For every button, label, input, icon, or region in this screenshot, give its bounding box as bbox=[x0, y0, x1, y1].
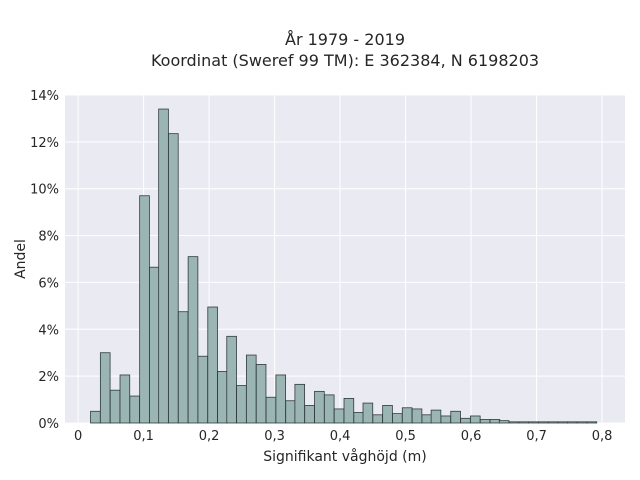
histogram-bar-15 bbox=[236, 385, 247, 424]
histogram-bar-17 bbox=[255, 364, 267, 424]
y-axis-label: Andel bbox=[13, 239, 29, 279]
y-tick-label-5: 10% bbox=[30, 183, 59, 198]
x-tick-label-6: 0,6 bbox=[461, 429, 482, 444]
histogram-bar-50 bbox=[576, 421, 588, 424]
histogram-bar-24 bbox=[323, 394, 335, 424]
y-tick-label-1: 2% bbox=[38, 370, 59, 385]
histogram-bar-45 bbox=[528, 421, 539, 424]
histogram-bar-10 bbox=[187, 256, 199, 424]
chart-title-line1: År 1979 - 2019 bbox=[285, 30, 405, 49]
histogram-bar-36 bbox=[440, 415, 452, 424]
histogram-bar-34 bbox=[421, 414, 433, 424]
y-tick-label-4: 8% bbox=[38, 230, 59, 245]
histogram-bar-4 bbox=[129, 395, 140, 424]
x-tick-label-7: 0,7 bbox=[526, 429, 547, 444]
y-tick-labels: 0% 2% 4% 6% 8% 10% 12% 14% bbox=[30, 89, 59, 432]
histogram-bar-41 bbox=[489, 419, 501, 424]
histogram-bar-46 bbox=[538, 421, 549, 424]
histogram-bar-42 bbox=[498, 420, 510, 424]
x-tick-labels: 0 0,1 0,2 0,3 0,4 0,5 0,6 0,7 0,8 bbox=[74, 429, 612, 444]
x-tick-label-5: 0,5 bbox=[395, 429, 416, 444]
histogram-bar-20 bbox=[285, 400, 296, 424]
histogram-bar-25 bbox=[333, 408, 345, 424]
histogram-bar-7 bbox=[158, 108, 169, 424]
chart-title-line2: Koordinat (Sweref 99 TM): E 362384, N 61… bbox=[151, 51, 539, 70]
histogram-bar-27 bbox=[353, 412, 364, 424]
y-tick-label-7: 14% bbox=[30, 89, 59, 104]
y-tick-label-6: 12% bbox=[30, 136, 59, 151]
bars bbox=[90, 108, 598, 424]
histogram-bar-23 bbox=[314, 390, 325, 424]
histogram-bar-18 bbox=[265, 396, 277, 424]
histogram-bar-43 bbox=[508, 421, 520, 424]
histogram-bar-28 bbox=[362, 402, 374, 424]
histogram-bar-19 bbox=[275, 374, 287, 424]
histogram-bar-3 bbox=[119, 374, 131, 424]
histogram-bar-30 bbox=[382, 405, 393, 424]
histogram-bar-29 bbox=[372, 414, 383, 424]
histogram-bar-32 bbox=[401, 407, 413, 424]
histogram-bar-16 bbox=[246, 354, 257, 424]
histogram-bar-44 bbox=[518, 421, 530, 424]
histogram-bar-0 bbox=[90, 410, 101, 424]
y-tick-label-2: 4% bbox=[38, 323, 59, 338]
histogram-bar-6 bbox=[149, 266, 160, 424]
histogram-bar-5 bbox=[139, 195, 150, 424]
histogram-bar-33 bbox=[411, 408, 423, 424]
histogram-bar-40 bbox=[479, 419, 491, 424]
histogram-bar-49 bbox=[566, 421, 578, 424]
histogram-bar-1 bbox=[99, 352, 111, 424]
histogram-bar-47 bbox=[547, 421, 559, 424]
x-tick-label-0: 0 bbox=[74, 429, 82, 444]
x-tick-label-3: 0,3 bbox=[264, 429, 285, 444]
histogram-bar-11 bbox=[197, 355, 209, 424]
histogram-bar-35 bbox=[430, 409, 442, 424]
x-tick-label-1: 0,1 bbox=[133, 429, 154, 444]
x-tick-label-4: 0,4 bbox=[330, 429, 351, 444]
histogram-bar-38 bbox=[460, 417, 471, 424]
histogram-bar-48 bbox=[557, 421, 569, 424]
histogram-bar-14 bbox=[226, 335, 237, 424]
histogram-bar-37 bbox=[450, 410, 461, 424]
histogram-bar-39 bbox=[470, 415, 481, 424]
histogram-bar-13 bbox=[217, 371, 228, 424]
x-tick-label-2: 0,2 bbox=[199, 429, 220, 444]
histogram-bar-51 bbox=[586, 421, 598, 424]
x-axis-label: Signifikant våghöjd (m) bbox=[263, 448, 426, 465]
y-tick-label-0: 0% bbox=[38, 417, 59, 432]
histogram-bar-8 bbox=[168, 133, 179, 424]
histogram-bar-12 bbox=[207, 306, 218, 424]
histogram-bar-31 bbox=[392, 413, 403, 424]
histogram-bar-26 bbox=[343, 397, 355, 424]
histogram-bar-9 bbox=[177, 311, 189, 424]
histogram-bar-21 bbox=[294, 383, 306, 424]
x-tick-label-8: 0,8 bbox=[592, 429, 613, 444]
histogram-bar-2 bbox=[109, 389, 121, 424]
y-tick-label-3: 6% bbox=[38, 276, 59, 291]
histogram-bar-22 bbox=[304, 405, 315, 424]
